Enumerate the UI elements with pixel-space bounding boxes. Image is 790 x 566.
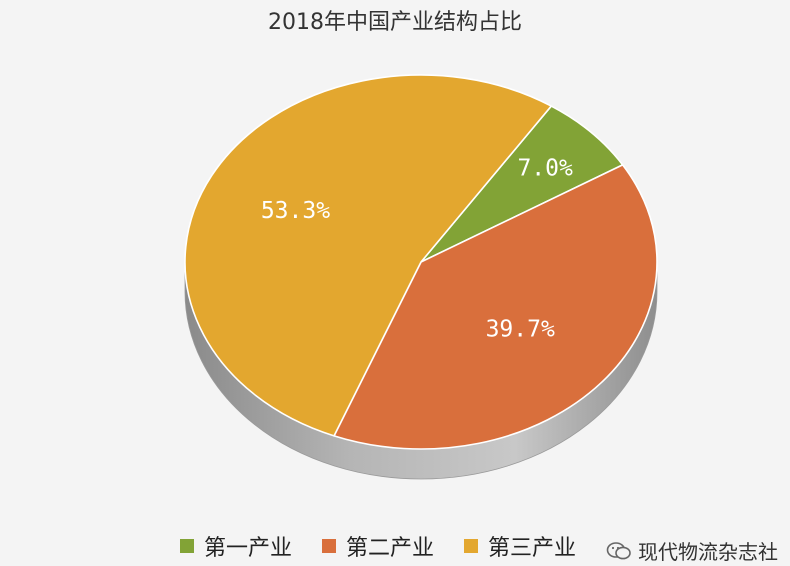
legend: 第一产业 第二产业 第三产业 [180,530,606,562]
legend-label: 第二产业 [346,536,435,561]
legend-item-secondary-industry: 第二产业 [322,530,434,562]
data-label-primary: 7.0% [517,155,573,181]
wechat-icon [606,541,632,561]
legend-item-primary-industry: 第一产业 [180,530,292,562]
legend-item-tertiary-industry: 第三产业 [464,530,576,562]
pie-slice-tertiary [184,74,553,437]
legend-swatch [464,539,479,553]
legend-swatch [322,539,337,553]
data-label-tertiary: 53.3% [261,198,330,224]
legend-label: 第一产业 [204,536,293,561]
chart-title: 2018年中国产业结构占比 [268,10,522,35]
pie-slice-secondary [333,164,658,450]
pie-slice-primary [420,105,624,263]
watermark: 现代物流杂志社 [606,536,778,565]
legend-label: 第三产业 [488,536,577,561]
watermark-text: 现代物流杂志社 [638,540,778,564]
data-label-secondary: 39.7% [486,316,555,342]
legend-swatch [180,539,194,553]
